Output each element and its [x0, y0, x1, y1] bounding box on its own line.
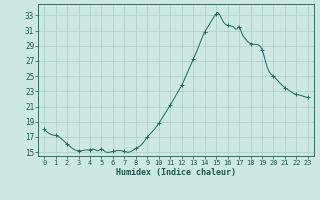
X-axis label: Humidex (Indice chaleur): Humidex (Indice chaleur) [116, 168, 236, 177]
